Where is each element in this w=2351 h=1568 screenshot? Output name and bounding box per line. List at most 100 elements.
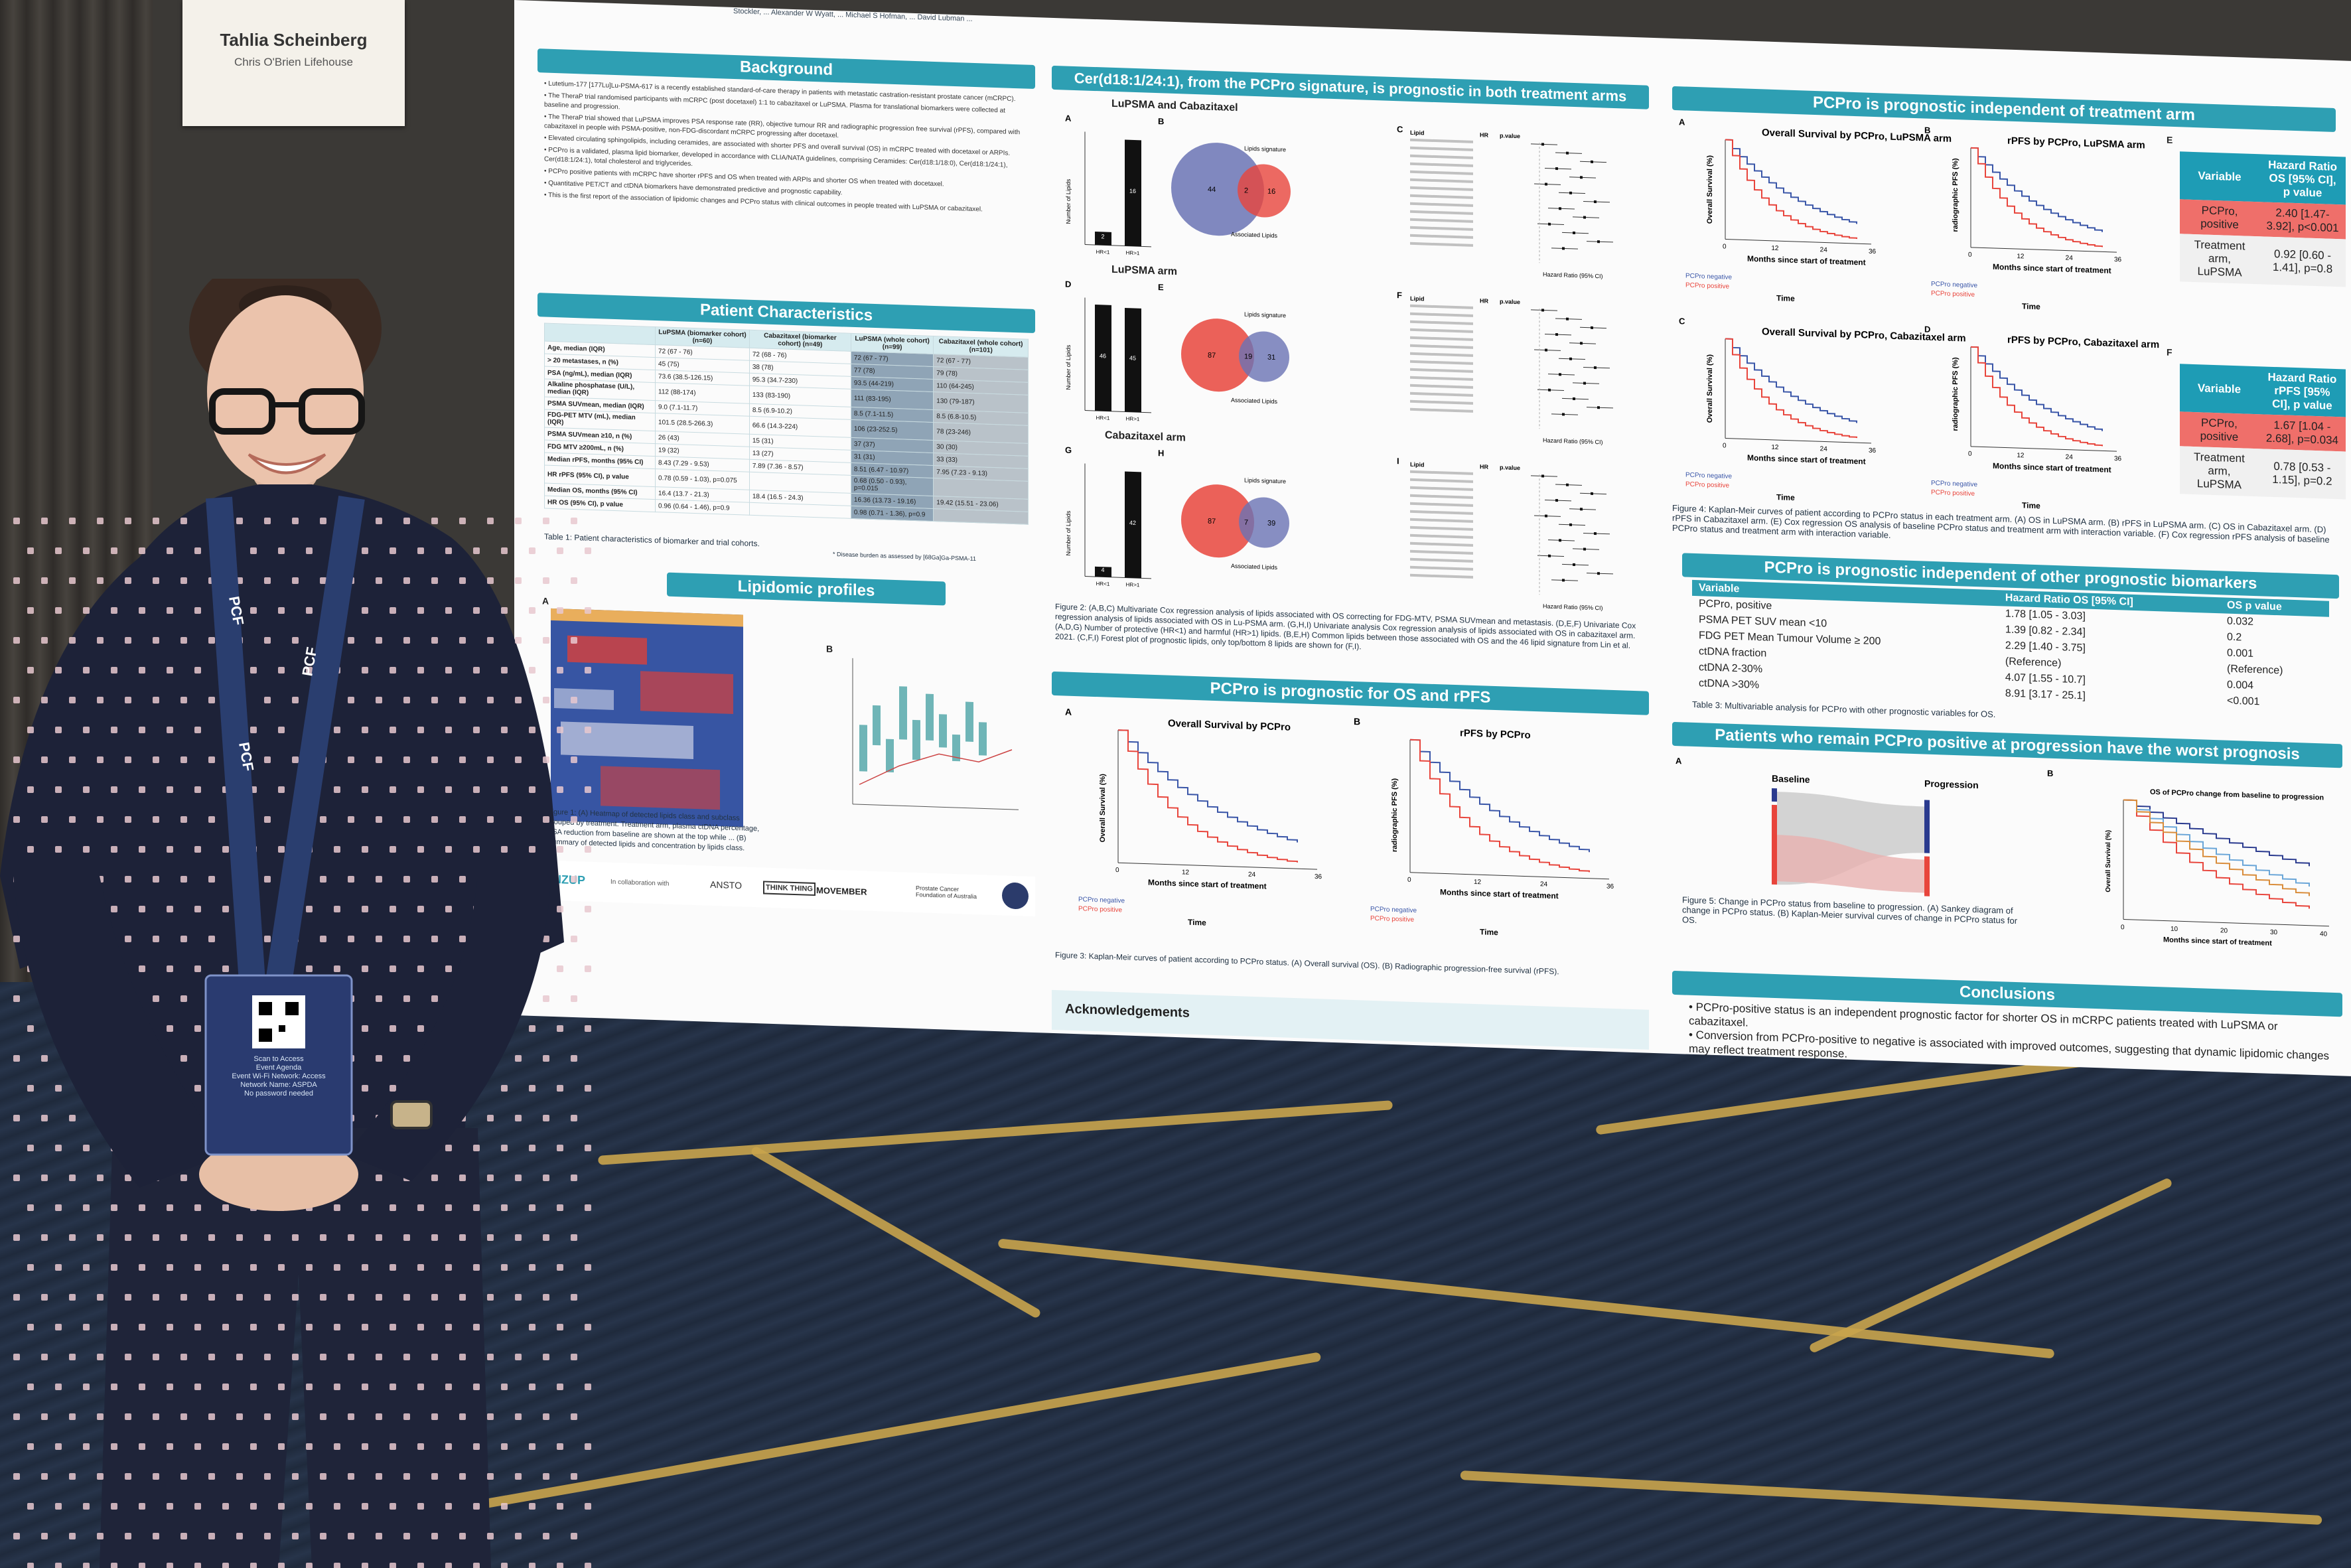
forest-point xyxy=(1548,554,1551,557)
dress-dot xyxy=(264,816,271,823)
dress-dot xyxy=(334,1503,340,1510)
dress-dot xyxy=(83,1264,90,1271)
dress-dot xyxy=(139,1264,145,1271)
dress-dot xyxy=(376,1354,382,1360)
forest-point xyxy=(1573,231,1575,235)
forest-row-label xyxy=(1410,344,1473,349)
dress-dot xyxy=(41,697,48,703)
dress-dot xyxy=(13,756,20,763)
dress-dot xyxy=(13,1294,20,1301)
collab-text: In collaboration with xyxy=(610,878,670,888)
dress-dot xyxy=(431,518,438,524)
presenter-affiliation: Chris O'Brien Lifehouse xyxy=(234,56,353,68)
dress-dot xyxy=(543,1294,549,1301)
forest-header: p.value xyxy=(1500,464,1520,471)
dress-dot xyxy=(83,1443,90,1450)
think-thing-logo: THINK THING xyxy=(763,881,816,896)
dress-dot xyxy=(250,727,257,733)
dress-dot xyxy=(515,697,522,703)
forest-point xyxy=(1591,492,1593,495)
dress-dot xyxy=(139,965,145,972)
dress-dot xyxy=(515,1115,522,1121)
venn-value: 2 xyxy=(1244,186,1248,194)
dress-dot xyxy=(306,1563,313,1568)
dress-dot xyxy=(417,1563,424,1568)
forest-row-label xyxy=(1410,304,1473,309)
forest-point xyxy=(1580,508,1583,511)
dress-dot xyxy=(376,637,382,644)
km-curve xyxy=(2123,799,2310,887)
dress-dot xyxy=(348,1413,354,1420)
table-header: LuPSMA (whole cohort) (n=99) xyxy=(851,333,934,354)
dress-dot xyxy=(473,1563,480,1568)
hr-header: Hazard Ratio rPFS [95% CI], p value xyxy=(2258,366,2346,417)
dress-dot xyxy=(362,1503,368,1510)
dress-dot xyxy=(334,1443,340,1450)
logo-strip: ANZUP In collaboration with ANSTO THINK … xyxy=(537,860,1035,917)
forest-point xyxy=(1555,499,1558,502)
dress-dot xyxy=(557,1025,563,1032)
forest-row-label xyxy=(1410,210,1473,215)
dress-dot xyxy=(585,786,591,793)
forest-point xyxy=(1555,167,1558,171)
dress-dot xyxy=(376,577,382,584)
dress-dot xyxy=(69,816,76,823)
dress-dot xyxy=(236,518,243,524)
dress-dot xyxy=(153,637,159,644)
dress-dot xyxy=(529,1443,535,1450)
forest-axis-label: Hazard Ratio (95% CI) xyxy=(1543,603,1603,611)
dress-dot xyxy=(515,1055,522,1062)
panel-label: G xyxy=(1065,445,1072,455)
dress-dot xyxy=(585,547,591,554)
dress-dot xyxy=(403,756,410,763)
risk-table-time: Time xyxy=(1188,918,1206,928)
venn-circle xyxy=(1171,143,1264,236)
dress-dot xyxy=(473,547,480,554)
dress-dot xyxy=(55,1563,62,1568)
dress-dot xyxy=(376,1055,382,1062)
dress-dot xyxy=(557,1145,563,1151)
dress-dot xyxy=(306,1443,313,1450)
table-cell: 0.96 (0.64 - 1.46), p=0.9 xyxy=(655,499,750,516)
dress-dot xyxy=(445,786,452,793)
panel-label: A xyxy=(1065,113,1072,123)
dress-dot xyxy=(13,637,20,644)
dress-dot xyxy=(55,607,62,614)
dress-dot xyxy=(167,727,173,733)
dress-dot xyxy=(125,1294,131,1301)
pcfa-logo: Prostate Cancer Foundation of Australia xyxy=(916,885,977,900)
dress-top xyxy=(0,484,564,1141)
dress-dot xyxy=(417,607,424,614)
dress-dot xyxy=(515,1294,522,1301)
table-cell: 106 (23-252.5) xyxy=(851,419,934,441)
axis-label: Number of Lipids xyxy=(1065,344,1072,390)
axis-line xyxy=(1725,239,1871,245)
dress-dot xyxy=(459,637,466,644)
table-cell: 111 (83-195) xyxy=(851,389,934,410)
dress-dot xyxy=(348,1234,354,1241)
dress-dot xyxy=(515,637,522,644)
dress-dot xyxy=(585,1384,591,1390)
table-cell: 0.98 (0.71 - 1.36), p=0.9 xyxy=(851,506,934,522)
dress-dot xyxy=(69,577,76,584)
dress-dot xyxy=(445,547,452,554)
dress-dot xyxy=(111,786,117,793)
dress-dot xyxy=(543,756,549,763)
dress-dot xyxy=(390,667,396,674)
dress-dot xyxy=(515,1234,522,1241)
dress-dot xyxy=(571,518,577,524)
dress-dot xyxy=(403,637,410,644)
dress-dot xyxy=(278,1384,285,1390)
axis-label: Number of Lipids xyxy=(1065,178,1072,224)
dress-dot xyxy=(139,667,145,674)
conference-badge xyxy=(204,974,353,1156)
dress-dot xyxy=(445,846,452,853)
forest-row-label xyxy=(1410,234,1473,239)
km-title: rPFS by PCPro, LuPSMA arm xyxy=(2007,135,2145,151)
dress-dot xyxy=(292,518,299,524)
dress-dot xyxy=(153,936,159,942)
legend-pos: PCPro positive xyxy=(1685,481,1730,490)
dress-dot xyxy=(167,1443,173,1450)
table-row: PCPro, positive 2.40 [1.47-3.92], p<0.001 xyxy=(2180,199,2346,240)
dress-dot xyxy=(501,607,508,614)
